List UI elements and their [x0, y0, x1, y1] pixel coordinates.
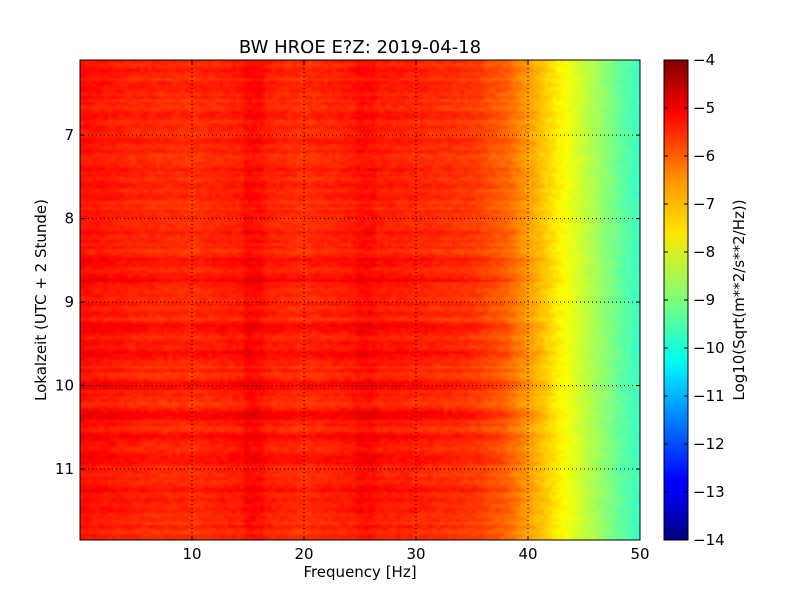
grid-lines: [80, 60, 640, 540]
chart-title: BW HROE E?Z: 2019-04-18: [239, 37, 481, 58]
x-tick-label: 30: [406, 545, 425, 563]
colorbar-tick-label: −7: [693, 195, 715, 213]
colorbar-tick-label: −8: [693, 243, 715, 261]
x-tick-label: 20: [294, 545, 313, 563]
colorbar-ticks: −4 −5 −6 −7 −8 −9 −10 −11 −12 −13 −14: [664, 51, 725, 549]
colorbar-tick-label: −4: [693, 51, 715, 69]
x-axis-ticks: 10 20 30 40 50: [182, 60, 650, 563]
colorbar-tick-label: −6: [693, 147, 715, 165]
y-tick-label: 7: [64, 126, 74, 144]
colorbar-tick-label: −5: [693, 99, 715, 117]
colorbar-tick-label: −11: [693, 387, 725, 405]
x-tick-label: 50: [630, 545, 649, 563]
colorbar-tick-label: −12: [693, 435, 725, 453]
y-tick-label: 10: [55, 377, 74, 395]
y-axis-label: Lokalzeit (UTC + 2 Stunde): [32, 199, 50, 401]
x-tick-label: 40: [518, 545, 537, 563]
colorbar-label: Log10(Sqrt(m**2/s**2/Hz)): [730, 199, 748, 400]
y-tick-label: 8: [64, 210, 74, 228]
x-tick-label: 10: [182, 545, 201, 563]
spectrogram-heatmap: [80, 60, 640, 540]
y-tick-label: 9: [64, 293, 74, 311]
colorbar-tick-label: −13: [693, 483, 725, 501]
colorbar-tick-label: −9: [693, 291, 715, 309]
plot-frame: [79, 59, 641, 541]
x-axis-label: Frequency [Hz]: [303, 563, 416, 581]
y-axis-ticks: 7 8 9 10 11: [55, 126, 640, 478]
y-tick-label: 11: [55, 460, 74, 478]
heatmap-image: [80, 60, 640, 540]
colorbar-tick-label: −10: [693, 339, 725, 357]
colorbar-tick-label: −14: [693, 531, 725, 549]
